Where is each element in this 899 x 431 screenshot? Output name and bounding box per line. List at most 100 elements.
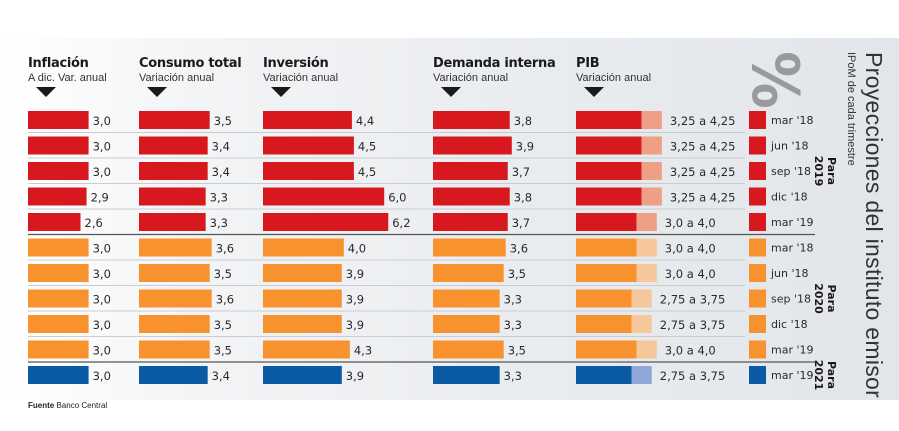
bar-inversion <box>263 289 342 308</box>
column-title: Inflación <box>28 56 89 71</box>
value-label-consumo: 3,6 <box>216 242 234 256</box>
legend-label-ipom: dic '18 <box>771 191 808 204</box>
legend-swatch <box>749 136 766 155</box>
bar-pib-low <box>576 213 637 231</box>
column-subtitle: A dic. Var. anual <box>28 72 107 84</box>
bar-pib-range <box>636 238 657 257</box>
value-label-inflacion: 2,6 <box>85 216 103 230</box>
value-label-demanda: 3,3 <box>504 318 522 332</box>
bar-pib-range <box>641 111 662 129</box>
bar-pib-low <box>576 315 632 333</box>
bar-consumo <box>139 366 208 384</box>
bar-pib-range <box>631 289 652 308</box>
down-triangle-icon <box>271 87 291 97</box>
column-subtitle: Variación anual <box>139 72 215 84</box>
bar-inversion <box>263 187 385 206</box>
value-label-inversion: 4,0 <box>348 242 366 256</box>
group-label-year: 2021 <box>812 360 825 391</box>
value-label-pib: 3,25 a 4,25 <box>670 191 736 205</box>
bar-pib-range <box>631 315 652 333</box>
bar-inversion <box>263 111 352 129</box>
bar-inflacion <box>28 136 89 155</box>
legend-swatch <box>749 340 766 359</box>
legend-swatch <box>749 264 766 282</box>
bar-consumo <box>139 187 206 206</box>
bar-pib-low <box>576 162 642 180</box>
down-triangle-icon <box>147 87 167 97</box>
value-label-inflacion: 3,0 <box>93 267 111 281</box>
legend-label-ipom: jun '18 <box>770 140 809 153</box>
bottom-margin <box>0 400 899 431</box>
value-label-inversion: 4,5 <box>358 140 376 154</box>
bar-inflacion <box>28 366 89 384</box>
bar-inversion <box>263 366 342 384</box>
down-triangle-icon <box>584 87 604 97</box>
legend-label-ipom: jun '18 <box>770 267 809 280</box>
bar-consumo <box>139 315 210 333</box>
legend-label-ipom: mar '19 <box>771 369 814 382</box>
bar-inflacion <box>28 111 89 129</box>
value-label-inversion: 6,2 <box>392 216 410 230</box>
legend-swatch <box>749 315 766 333</box>
bar-demanda <box>433 264 504 282</box>
bar-inversion <box>263 315 342 333</box>
bar-pib-range <box>631 366 652 384</box>
value-label-inflacion: 3,0 <box>93 242 111 256</box>
legend-swatch <box>749 366 766 384</box>
legend-label-ipom: mar '19 <box>771 344 814 357</box>
value-label-inflacion: 3,0 <box>93 140 111 154</box>
bar-pib-range <box>636 213 657 231</box>
column-title: Consumo total <box>139 56 242 71</box>
value-label-demanda: 3,6 <box>510 242 528 256</box>
bar-inversion <box>263 136 354 155</box>
value-label-demanda: 3,9 <box>516 140 534 154</box>
bar-demanda <box>433 111 510 129</box>
bar-consumo <box>139 340 210 359</box>
bar-consumo <box>139 264 210 282</box>
bar-consumo <box>139 162 208 180</box>
bar-inflacion <box>28 340 89 359</box>
legend-label-ipom: dic '18 <box>771 318 808 331</box>
value-label-pib: 3,25 a 4,25 <box>670 114 736 128</box>
legend-swatch <box>749 238 766 257</box>
legend-label-ipom: mar '18 <box>771 114 814 127</box>
value-label-consumo: 3,3 <box>210 191 228 205</box>
value-label-demanda: 3,8 <box>514 114 532 128</box>
value-label-inversion: 3,9 <box>346 369 364 383</box>
value-label-consumo: 3,5 <box>214 114 232 128</box>
value-label-inversion: 4,4 <box>356 114 374 128</box>
column-header-demanda: Demanda interna Variación anual <box>433 56 556 84</box>
bar-demanda <box>433 366 500 384</box>
group-label-para: Para <box>825 361 838 389</box>
bar-pib-range <box>641 162 662 180</box>
bar-consumo <box>139 136 208 155</box>
bar-pib-low <box>576 111 642 129</box>
value-label-inflacion: 3,0 <box>93 114 111 128</box>
group-label-year: 2019 <box>812 156 825 187</box>
bar-pib-range <box>641 187 662 206</box>
value-label-inversion: 6,0 <box>388 191 406 205</box>
bar-inversion <box>263 264 342 282</box>
source-note: Fuente Banco Central <box>28 401 107 410</box>
bar-inflacion <box>28 238 89 257</box>
group-label-para: Para <box>825 284 838 312</box>
value-label-demanda: 3,7 <box>512 165 530 179</box>
value-label-pib: 3,25 a 4,25 <box>670 140 736 154</box>
value-label-consumo: 3,4 <box>212 140 230 154</box>
value-label-inflacion: 3,0 <box>93 318 111 332</box>
value-label-consumo: 3,5 <box>214 318 232 332</box>
value-label-inflacion: 2,9 <box>91 191 109 205</box>
bar-demanda <box>433 136 512 155</box>
column-subtitle: Variación anual <box>433 72 509 84</box>
bar-consumo <box>139 111 210 129</box>
legend-swatch <box>749 187 766 206</box>
bar-pib-low <box>576 366 632 384</box>
column-header-pib: PIB Variación anual <box>576 56 651 84</box>
value-label-demanda: 3,5 <box>508 267 526 281</box>
value-label-pib: 3,0 a 4,0 <box>665 267 716 281</box>
bar-demanda <box>433 238 506 257</box>
value-label-pib: 3,0 a 4,0 <box>665 242 716 256</box>
column-subtitle: Variación anual <box>263 72 339 84</box>
value-label-demanda: 3,3 <box>504 293 522 307</box>
